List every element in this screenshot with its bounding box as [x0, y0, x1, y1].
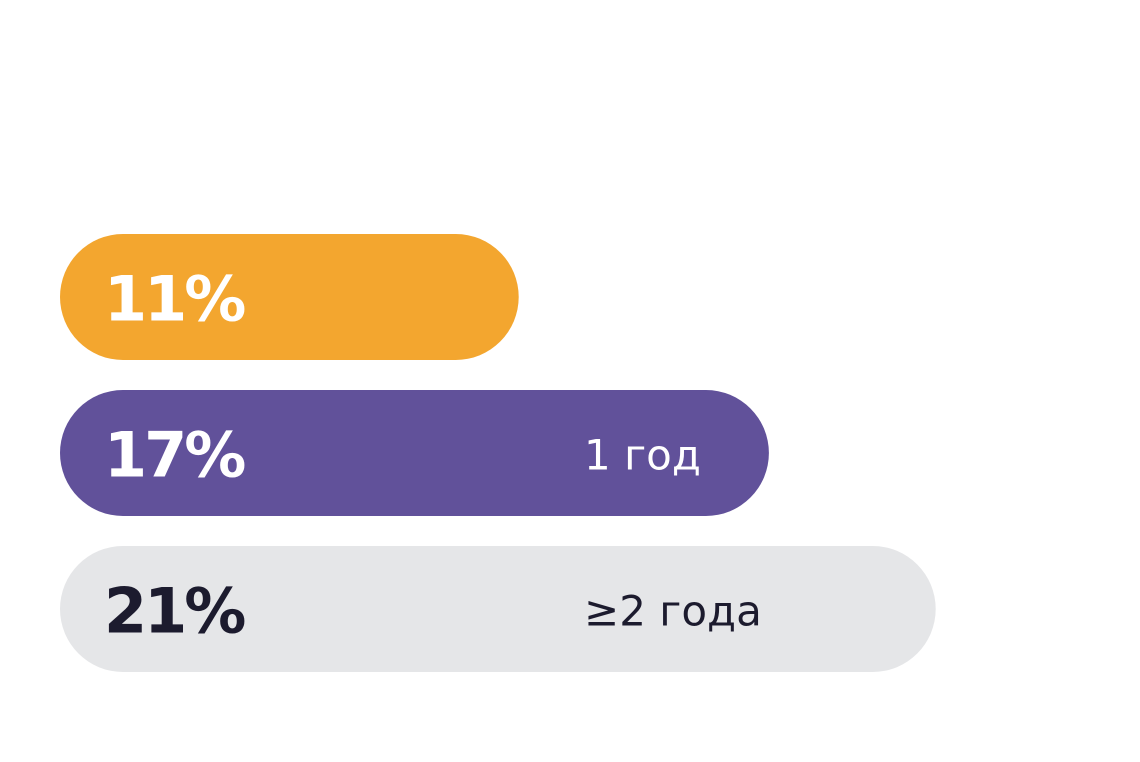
value-label: 17% [104, 419, 245, 492]
category-label: ≥2 года [584, 587, 762, 636]
category-label: 1 год [584, 431, 701, 480]
value-label: 11% [104, 263, 245, 336]
bar [60, 546, 936, 672]
value-label: 21% [104, 575, 245, 648]
bar [60, 234, 519, 360]
bar [60, 390, 769, 516]
